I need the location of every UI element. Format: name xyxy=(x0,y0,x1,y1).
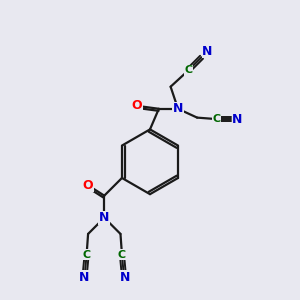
Text: C: C xyxy=(82,250,91,260)
Text: N: N xyxy=(202,45,213,58)
Text: O: O xyxy=(131,99,142,112)
Text: C: C xyxy=(118,250,126,260)
Text: C: C xyxy=(212,114,220,124)
Text: N: N xyxy=(120,271,130,284)
Text: C: C xyxy=(184,65,192,76)
Text: O: O xyxy=(83,179,93,192)
Text: N: N xyxy=(99,211,110,224)
Text: N: N xyxy=(173,102,183,115)
Text: N: N xyxy=(232,112,243,126)
Text: N: N xyxy=(79,271,89,284)
